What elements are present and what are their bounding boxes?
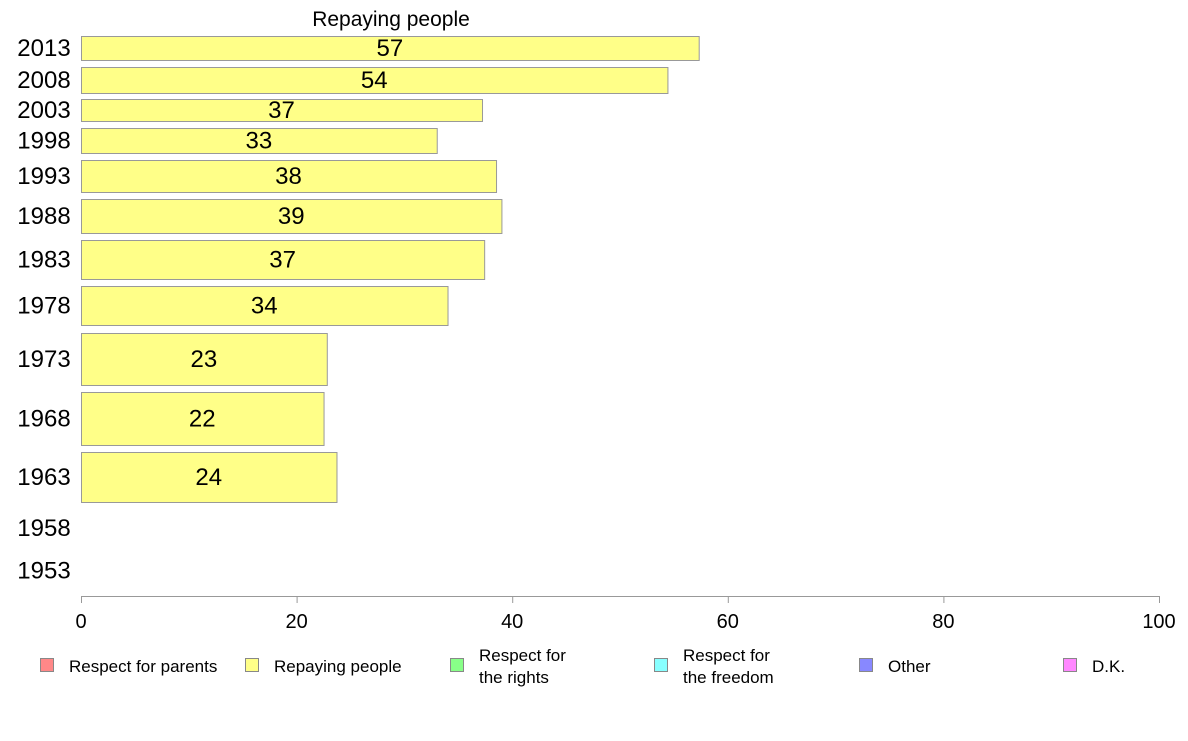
legend-label-respect-for-parents: Respect for parents (69, 657, 217, 676)
x-tick-label-20: 20 (285, 611, 307, 633)
legend-label-respect-for-the-rights-line-1: Respect for (479, 646, 566, 665)
category-label-1988: 1988 (17, 203, 70, 230)
legend-item-other: Other (859, 657, 931, 676)
x-tick-label-60: 60 (717, 611, 739, 633)
bars-layer (81, 36, 700, 503)
category-label-1993: 1993 (17, 163, 70, 190)
category-label-1963: 1963 (17, 464, 70, 491)
bar-1998 (81, 128, 438, 154)
legend-swatch-respect-for-parents (40, 658, 54, 672)
bar-2008 (81, 67, 669, 94)
legend-swatch-other (859, 658, 873, 672)
legend-swatch-repaying-people (245, 658, 259, 672)
category-label-1978: 1978 (17, 293, 70, 320)
legend-label-respect-for-the-freedom-line-1: Respect for (683, 646, 770, 665)
legend-label-other: Other (888, 657, 931, 676)
category-label-2008: 2008 (17, 67, 70, 94)
bar-1973 (81, 333, 328, 386)
legend-item-respect-for-the-freedom: Respect for the freedom (654, 646, 774, 687)
legend-label-respect-for-the-rights-line-2: the rights (479, 668, 549, 687)
category-label-2013: 2013 (17, 35, 70, 62)
legend-item-respect-for-parents: Respect for parents (40, 657, 217, 676)
bar-1983 (81, 240, 486, 280)
bar-2013 (81, 36, 700, 61)
category-label-1968: 1968 (17, 406, 70, 433)
category-label-1953: 1953 (17, 558, 70, 585)
legend-label-repaying-people: Repaying people (274, 657, 402, 676)
value-label-2013: 57 (376, 35, 403, 62)
legend-swatch-respect-for-the-freedom (654, 658, 668, 672)
value-label-1993: 38 (275, 163, 302, 190)
value-label-2008: 54 (361, 67, 388, 94)
bar-1963 (81, 452, 338, 503)
value-label-2003: 37 (268, 97, 295, 124)
bar-1968 (81, 392, 325, 446)
x-tick-label-40: 40 (501, 611, 523, 633)
legend-item-respect-for-the-rights: Respect for the rights (450, 646, 566, 687)
value-label-1973: 23 (191, 346, 218, 373)
value-label-1988: 39 (278, 203, 305, 230)
bar-1993 (81, 160, 498, 193)
category-label-2003: 2003 (17, 97, 70, 124)
legend-swatch-respect-for-the-rights (450, 658, 464, 672)
value-label-1998: 33 (246, 128, 273, 155)
chart-title: Repaying people (312, 8, 470, 31)
legend-label-d-k: D.K. (1092, 657, 1125, 676)
x-tick-label-80: 80 (932, 611, 954, 633)
legend-label-respect-for-the-freedom-line-2: the freedom (683, 668, 774, 687)
category-label-1973: 1973 (17, 346, 70, 373)
bar-1988 (81, 199, 503, 234)
legend-item-d-k: D.K. (1063, 657, 1125, 676)
category-label-1958: 1958 (17, 515, 70, 542)
legend: Respect for parents Repaying people Respec… (40, 646, 1125, 687)
x-tick-label-0: 0 (75, 611, 86, 633)
bar-1978 (81, 286, 449, 326)
x-axis: 0 20 40 60 80 100 (75, 596, 1176, 633)
bar-2003 (81, 99, 484, 122)
category-label-1998: 1998 (17, 128, 70, 155)
value-label-1983: 37 (269, 247, 296, 274)
legend-swatch-d-k (1063, 658, 1077, 672)
legend-item-repaying-people: Repaying people (245, 657, 402, 676)
category-label-1983: 1983 (17, 247, 70, 274)
value-label-1978: 34 (251, 293, 278, 320)
value-label-1963: 24 (195, 464, 222, 491)
value-label-1968: 22 (189, 406, 216, 433)
x-tick-label-100: 100 (1142, 611, 1175, 633)
category-labels-layer: 2013 2008 2003 1998 1993 1988 1983 1978 1973 1968… (17, 35, 70, 585)
